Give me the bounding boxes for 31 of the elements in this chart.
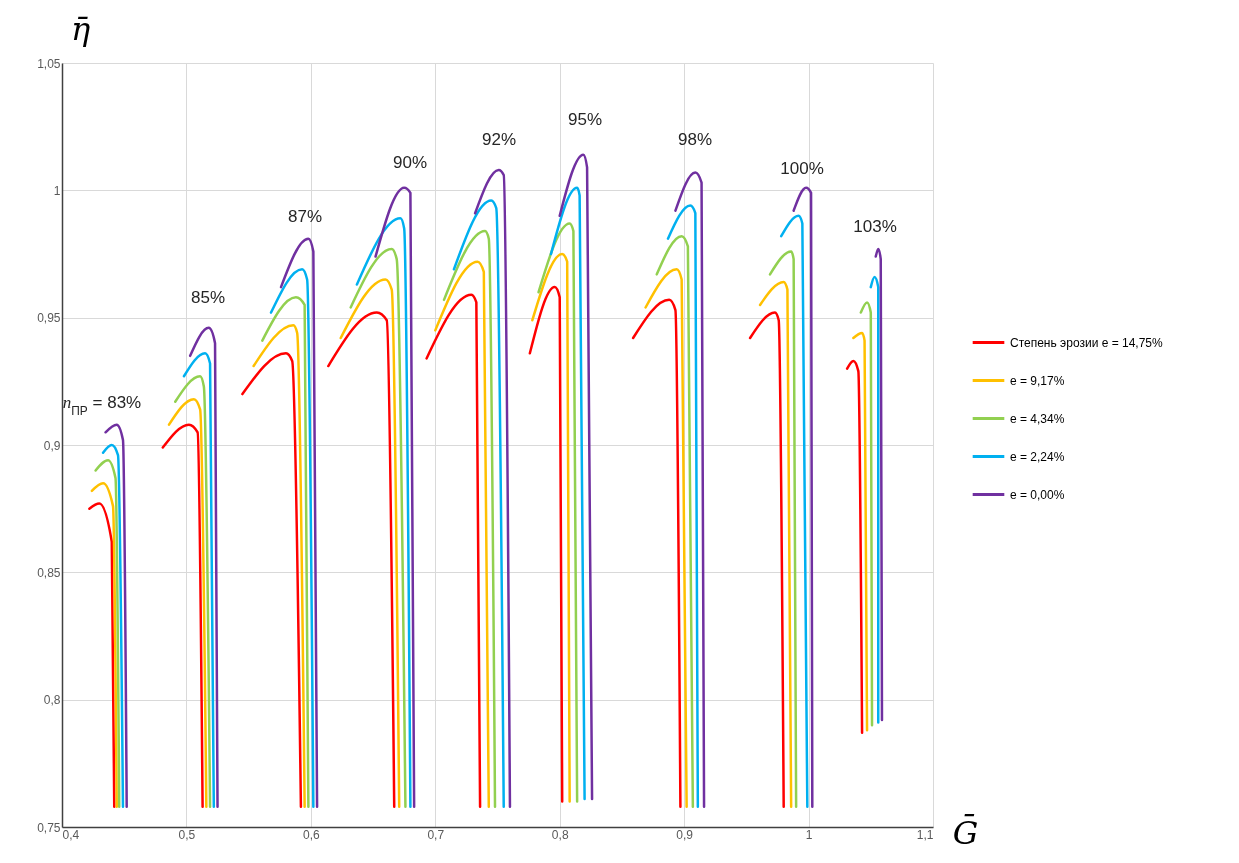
legend-label: e = 9,17% bbox=[1010, 373, 1065, 388]
x-tick-label: 1 bbox=[805, 827, 813, 842]
x-tick-label: 0,4 bbox=[62, 827, 80, 842]
y-tick-label: 1,05 bbox=[37, 56, 61, 71]
legend-label: e = 2,24% bbox=[1010, 449, 1065, 464]
y-tick-label: 0,8 bbox=[43, 693, 61, 708]
x-tick-label: 1,1 bbox=[916, 827, 934, 842]
annotation: 90% bbox=[392, 153, 428, 172]
y-tick-label: 0,85 bbox=[37, 565, 61, 580]
y-tick-label: 0,75 bbox=[37, 820, 61, 835]
y-tick-label: 0,95 bbox=[37, 311, 61, 326]
annotation: 98% bbox=[677, 130, 713, 149]
x-tick-label: 0,9 bbox=[676, 827, 694, 842]
annotation: n$_{ПР}$ = 83% bbox=[62, 393, 142, 418]
annotation: 87% bbox=[287, 207, 323, 226]
y-tick-label: 1 bbox=[53, 183, 61, 198]
x-tick-label: 0,5 bbox=[178, 827, 196, 842]
x-axis-title: Ḡ bbox=[952, 813, 979, 852]
legend-label: e = 0,00% bbox=[1010, 487, 1065, 502]
legend-label: e = 4,34% bbox=[1010, 411, 1065, 426]
annotation: 103% bbox=[853, 217, 897, 236]
annotation: 100% bbox=[780, 159, 824, 178]
y-tick-label: 0,9 bbox=[43, 438, 61, 453]
annotation: 95% bbox=[567, 110, 603, 129]
x-tick-label: 0,8 bbox=[551, 827, 569, 842]
x-tick-label: 0,7 bbox=[427, 827, 445, 842]
annotation: 85% bbox=[190, 288, 226, 307]
annotation: 92% bbox=[481, 130, 517, 149]
x-tick-label: 0,6 bbox=[303, 827, 321, 842]
legend-label: Степень эрозии e = 14,75% bbox=[1010, 335, 1164, 350]
y-axis-title: η̄ bbox=[70, 9, 91, 48]
